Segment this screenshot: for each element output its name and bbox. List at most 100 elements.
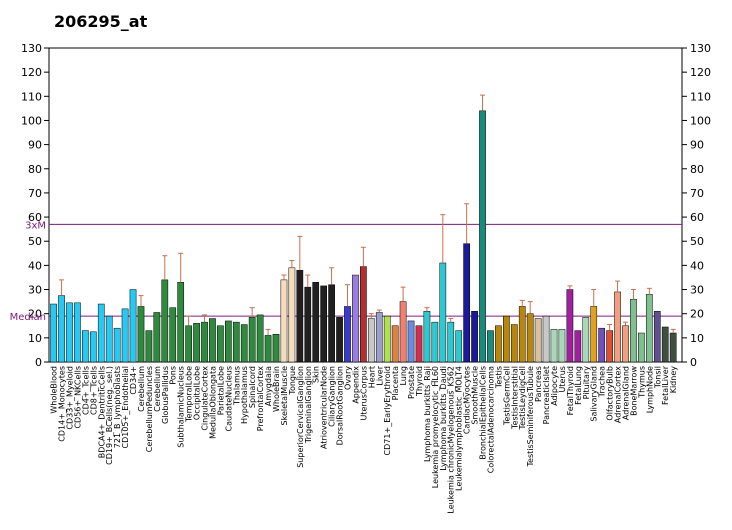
category-label: TrigeminalGanglion: [304, 366, 313, 444]
category-label: CD105+_Endothelial: [121, 366, 130, 449]
bar: [542, 315, 550, 363]
bar: [113, 327, 121, 363]
bar: [518, 306, 526, 363]
y-tick-label-left: 120: [21, 66, 42, 79]
y-tick-label-left: 90: [28, 139, 42, 152]
bar: [352, 274, 359, 363]
category-label: Hypothalamus: [240, 366, 249, 424]
bar: [185, 325, 192, 363]
bar: [256, 314, 264, 363]
category-label: Thymus: [637, 366, 646, 399]
category-label: TestisInterstitial: [510, 366, 519, 430]
bar: [264, 335, 272, 363]
bar: [312, 282, 320, 363]
category-label: Placenta: [391, 366, 400, 400]
category-label: Skin: [312, 366, 321, 383]
bar: [105, 315, 113, 363]
bar: [280, 279, 288, 363]
category-label: FetalLung: [574, 366, 583, 405]
category-label: FetalThyroid: [566, 366, 575, 415]
category-label: Lung: [399, 366, 408, 386]
category-label: BDCA4+_DentriticCells: [97, 366, 106, 458]
bar: [272, 333, 280, 363]
category-label: Pons: [169, 366, 178, 385]
bar: [145, 330, 153, 363]
y-tick-label-right: 100: [690, 114, 711, 127]
category-label: Cerebellum: [137, 366, 146, 412]
y-tick-label-right: 60: [690, 211, 704, 224]
bar: [74, 302, 81, 363]
category-label: SuperiorCervicalGanglion: [296, 366, 305, 468]
bar: [209, 318, 216, 363]
category-label: Leukemialymphoblastic_MOLT4: [455, 366, 464, 491]
category-label: CD34+: [129, 366, 138, 395]
bar: [50, 303, 57, 363]
category-label: Kidney: [669, 366, 678, 394]
bar: [391, 325, 399, 363]
bar: [407, 320, 415, 363]
bar: [344, 306, 351, 363]
bar: [574, 330, 582, 363]
category-label: Amygdala: [264, 366, 273, 406]
bar: [367, 318, 375, 363]
bar: [447, 321, 455, 363]
bar: [431, 321, 439, 363]
bar: [653, 311, 661, 363]
category-label: SmoothMuscle: [471, 366, 480, 425]
category-label: Ovary: [343, 366, 352, 390]
category-label: CingulateCortex: [201, 366, 210, 431]
category-label: FetalLiver: [661, 365, 670, 405]
category-label: ParietalLobe: [216, 366, 225, 415]
category-label: CD33+_Myeloid: [65, 366, 74, 430]
y-tick-label-right: 40: [690, 259, 704, 272]
bar: [161, 279, 169, 363]
category-label: CD19+_BCells(neg._sel.): [105, 366, 114, 465]
y-tick-label-right: 130: [690, 42, 711, 55]
bar: [526, 313, 534, 363]
category-label: CD8+_Tcells: [89, 366, 98, 415]
category-label: Leukemia promyelocytic_HL60: [431, 366, 440, 488]
bars: [50, 94, 677, 363]
bar: [304, 286, 312, 363]
y-tick-label-left: 50: [28, 235, 42, 248]
category-label: CD4+_Tcells: [81, 366, 90, 415]
category-label: Heart: [367, 366, 376, 388]
bar: [638, 332, 645, 363]
category-label: CD56+_NKCells: [73, 366, 82, 429]
bar: [137, 306, 145, 363]
y-tick-label-right: 70: [690, 187, 704, 200]
bar: [375, 312, 383, 363]
y-tick-label-left: 70: [28, 187, 42, 200]
category-label: CerebellumPeduncles: [145, 366, 154, 452]
category-label: TestisGermCell: [502, 366, 511, 426]
y-tick-label-right: 20: [690, 308, 704, 321]
bar: [423, 311, 431, 363]
bar: [320, 285, 328, 363]
category-label: UterusCorpus: [359, 366, 368, 421]
category-label: LymphNode: [645, 366, 654, 413]
category-label: MedullaOblongata: [208, 366, 217, 439]
category-label: Adipocyte: [550, 366, 559, 406]
y-tick-label-right: 30: [690, 284, 704, 297]
bar: [360, 266, 367, 363]
category-label: Tongue: [288, 366, 297, 396]
reference-line-label: 3xM: [25, 220, 46, 231]
category-label: Lymphoma burkitts_Daudi: [439, 366, 448, 471]
bar: [383, 315, 391, 363]
category-label: SubthalamicNucleus: [177, 366, 186, 448]
bar: [296, 269, 304, 363]
category-label: Thyroid: [415, 366, 424, 397]
category-label: Lymphoma burkitts_Raji: [423, 366, 432, 462]
y-tick-label-left: 60: [28, 211, 42, 224]
y-tick-label-right: 10: [690, 332, 704, 345]
category-label: TemporalLobe: [185, 366, 194, 423]
chart-title: 206295_at: [54, 12, 148, 31]
bar: [232, 321, 240, 363]
bar: [495, 325, 502, 363]
category-label: WholeBlood: [50, 366, 59, 414]
bar: [121, 308, 129, 363]
axes: 0 0 10 10 20 20 30 30 40 40 50 50 60 60 70 70 80 80 90 90 10…: [21, 42, 711, 369]
category-label: Pituitary: [582, 366, 591, 400]
y-tick-label-right: 90: [690, 139, 704, 152]
